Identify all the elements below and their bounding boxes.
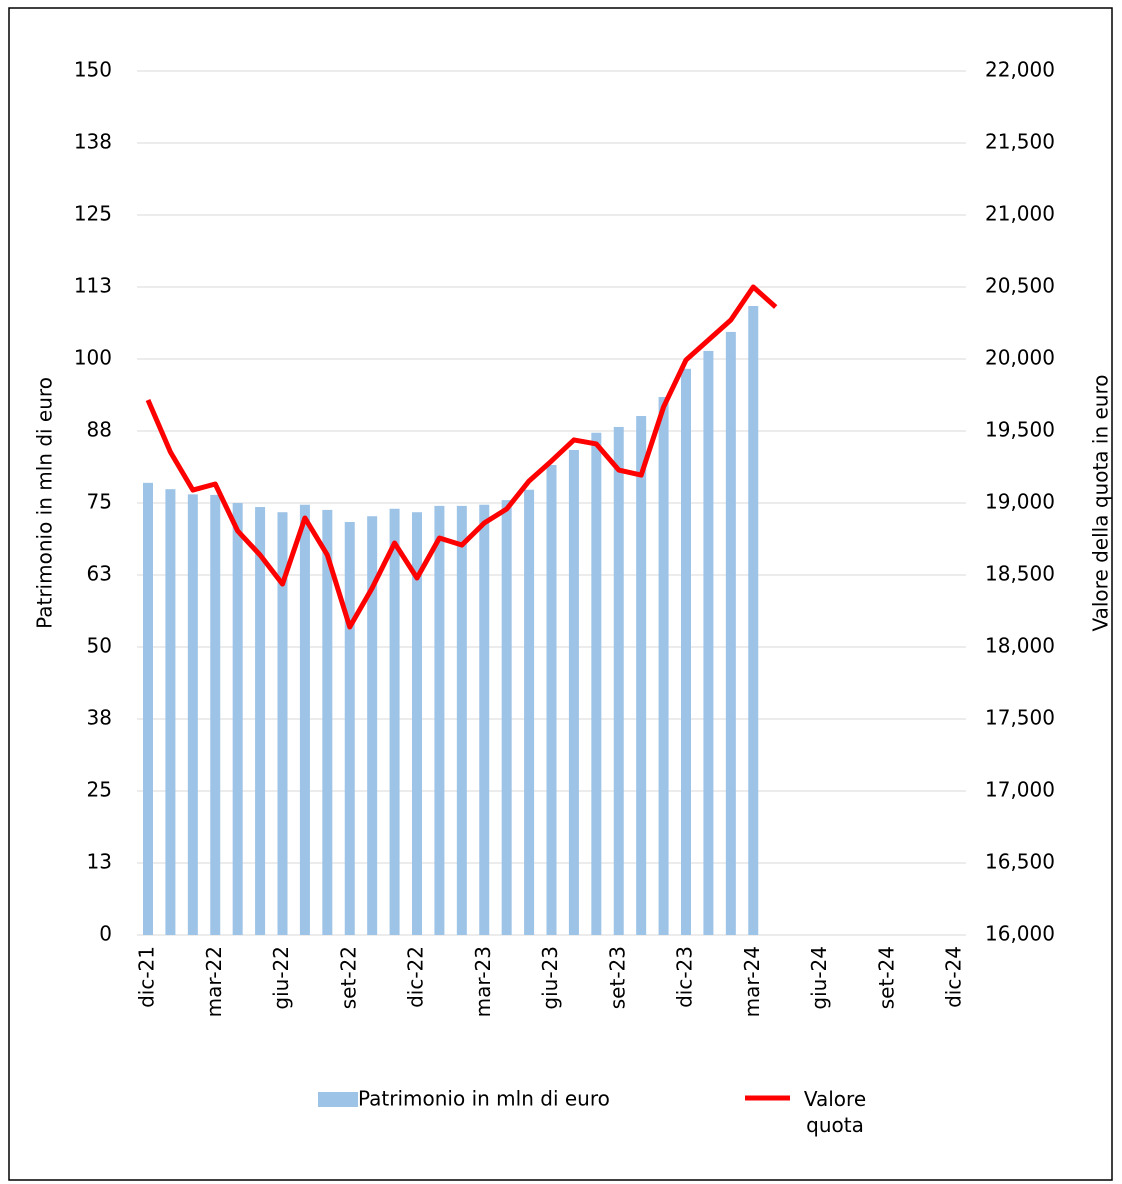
y-tick-label: 150 bbox=[74, 58, 112, 82]
bar bbox=[434, 505, 445, 935]
x-tick-label: dic-23 bbox=[673, 946, 697, 1008]
y2-tick-label: 18,500 bbox=[985, 562, 1055, 586]
x-tick-label: mar-22 bbox=[202, 946, 226, 1017]
x-tick-label: set-23 bbox=[605, 946, 629, 1009]
bar bbox=[501, 500, 512, 935]
y2-tick-label: 18,000 bbox=[985, 634, 1055, 658]
y-tick-label: 100 bbox=[74, 346, 112, 370]
bar bbox=[591, 432, 602, 935]
x-tick-label: set-24 bbox=[874, 946, 898, 1009]
chart-border bbox=[8, 7, 1113, 1181]
y2-tick-label: 19,500 bbox=[985, 418, 1055, 442]
bar bbox=[143, 482, 153, 935]
bar bbox=[344, 522, 355, 935]
y-tick-label: 25 bbox=[87, 778, 112, 802]
x-tick-label: dic-24 bbox=[942, 946, 966, 1008]
bar bbox=[524, 489, 535, 935]
y-tick-label: 125 bbox=[74, 202, 112, 226]
bar bbox=[479, 504, 490, 935]
bar bbox=[187, 494, 198, 935]
x-tick-label: giu-22 bbox=[269, 946, 293, 1010]
bar bbox=[636, 416, 647, 935]
y2-tick-label: 19,000 bbox=[985, 490, 1055, 514]
legend-label: Patrimonio in mln di euro bbox=[358, 1087, 610, 1111]
y-axis-title: Patrimonio in mln di euro bbox=[33, 377, 57, 629]
x-tick-label: giu-23 bbox=[538, 946, 562, 1010]
bar bbox=[367, 516, 378, 935]
bar bbox=[389, 508, 400, 935]
y-tick-label: 75 bbox=[87, 490, 112, 514]
bar bbox=[568, 450, 579, 935]
y-tick-label: 38 bbox=[87, 706, 112, 730]
bar bbox=[456, 505, 467, 935]
y2-tick-label: 16,000 bbox=[985, 922, 1055, 946]
y-tick-label: 0 bbox=[99, 922, 112, 946]
y-tick-label: 113 bbox=[74, 274, 112, 298]
bar bbox=[681, 368, 691, 935]
y2-axis-title: Valore della quota in euro bbox=[1089, 374, 1113, 631]
x-tick-label: mar-23 bbox=[471, 946, 495, 1017]
y2-tick-label: 21,500 bbox=[985, 130, 1055, 154]
y2-tick-label: 22,000 bbox=[985, 58, 1055, 82]
y2-tick-label: 21,000 bbox=[985, 202, 1055, 226]
bar bbox=[546, 464, 557, 935]
bar bbox=[613, 426, 624, 935]
y-tick-label: 63 bbox=[87, 562, 112, 586]
legend-swatch bbox=[318, 1092, 358, 1107]
y-tick-label: 88 bbox=[87, 418, 112, 442]
bar bbox=[412, 512, 422, 935]
y-tick-label: 13 bbox=[87, 850, 112, 874]
x-tick-label: dic-21 bbox=[135, 946, 159, 1008]
bar bbox=[165, 489, 176, 935]
bar bbox=[725, 331, 736, 936]
bar bbox=[703, 350, 714, 935]
y2-tick-label: 17,000 bbox=[985, 778, 1055, 802]
line bbox=[145, 284, 778, 630]
y2-tick-label: 17,500 bbox=[985, 706, 1055, 730]
x-tick-label: set-22 bbox=[336, 946, 360, 1009]
bar bbox=[210, 494, 221, 935]
y2-tick-label: 16,500 bbox=[985, 850, 1055, 874]
bar bbox=[299, 504, 310, 935]
y2-tick-label: 20,500 bbox=[985, 274, 1055, 298]
y-tick-label: 50 bbox=[87, 634, 112, 658]
legend-label: Valore quota bbox=[803, 1087, 867, 1137]
y-tick-label: 138 bbox=[74, 130, 112, 154]
bar bbox=[277, 512, 288, 935]
bar bbox=[658, 397, 669, 935]
bar bbox=[748, 306, 759, 935]
bar bbox=[232, 503, 243, 935]
x-tick-label: giu-24 bbox=[807, 946, 831, 1010]
y2-tick-label: 20,000 bbox=[985, 346, 1055, 370]
x-tick-label: dic-22 bbox=[404, 946, 428, 1008]
bar bbox=[255, 507, 266, 935]
x-tick-label: mar-24 bbox=[740, 946, 764, 1017]
bar bbox=[322, 509, 333, 935]
